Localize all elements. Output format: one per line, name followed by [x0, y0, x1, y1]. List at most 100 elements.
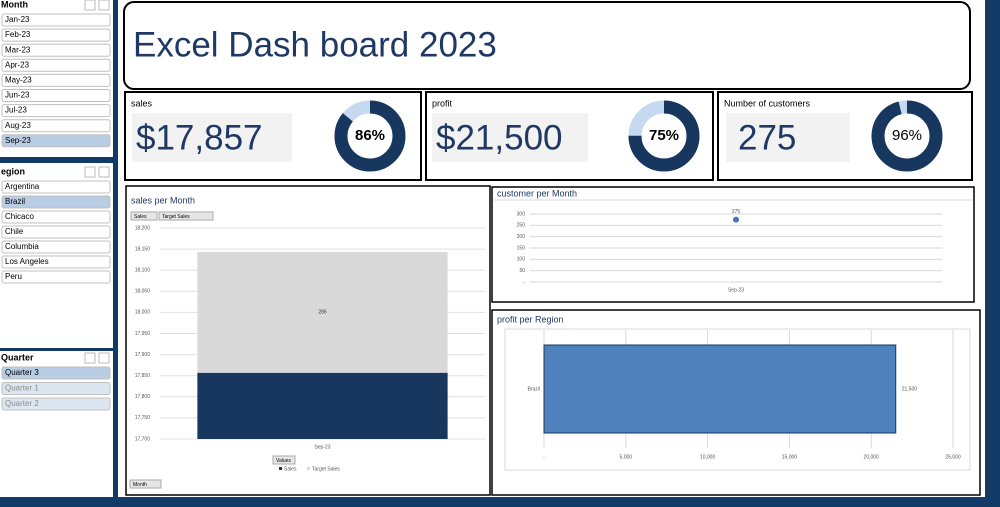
- slicer-item[interactable]: [1, 240, 111, 254]
- legend-label: Sales: [284, 466, 297, 472]
- y-tick-label: 200: [517, 234, 526, 240]
- y-tick-label: -: [523, 279, 525, 285]
- kpi-title: sales: [131, 98, 153, 108]
- slicer-item[interactable]: [1, 89, 111, 102]
- donut-arc: [628, 100, 700, 172]
- data-point: [733, 216, 739, 223]
- x-tick-label: 20,000: [864, 454, 880, 460]
- y-tick-label: Brazil: [527, 386, 540, 392]
- kpi-title: Number of customers: [724, 98, 811, 108]
- data-label: 21,500: [902, 386, 918, 392]
- slicer-title: Month: [1, 0, 28, 9]
- plot-area: [504, 328, 971, 471]
- legend-swatch: [307, 467, 310, 470]
- slicer-item[interactable]: [1, 58, 111, 72]
- y-tick-label: 17,750: [135, 415, 151, 421]
- legend-field-button-label: Values: [276, 458, 291, 464]
- slicer-item[interactable]: [1, 43, 111, 57]
- slicer-item[interactable]: [1, 397, 111, 411]
- slicer-item-label: Brazil: [5, 197, 25, 206]
- y-tick-label: 17,800: [135, 394, 151, 400]
- y-tick-label: 250: [517, 223, 526, 229]
- multi-select-button[interactable]: [84, 0, 96, 11]
- slicer-item[interactable]: [1, 28, 111, 42]
- y-tick-label: 17,900: [135, 352, 151, 358]
- x-tick-label: 5,000: [620, 454, 633, 460]
- x-tick-label: Sep-23: [728, 287, 744, 293]
- slicer-item[interactable]: [1, 134, 111, 148]
- chart-title: profit per Region: [497, 314, 564, 324]
- chart-panel: [491, 186, 975, 303]
- bar: [543, 344, 897, 434]
- y-tick-label: 17,850: [135, 373, 151, 379]
- slicer-item[interactable]: [1, 382, 111, 395]
- chart-title: customer per Month: [497, 188, 577, 198]
- y-tick-label: 100: [517, 257, 526, 263]
- slicer-item-label: Mar-23: [5, 45, 31, 54]
- slicer-item[interactable]: [1, 180, 111, 194]
- x-tick-label: 10,000: [700, 454, 716, 460]
- slicer-item-label: Aug-23: [5, 121, 31, 130]
- y-tick-label: 300: [517, 211, 526, 217]
- multi-select-button[interactable]: [84, 352, 96, 364]
- slicer-item-label: Feb-23: [5, 30, 31, 39]
- multi-select-button[interactable]: [84, 166, 96, 178]
- field-button[interactable]: [130, 211, 158, 221]
- donut-label: 75%: [649, 127, 679, 144]
- title-panel: [123, 1, 971, 90]
- clear-filter-button[interactable]: [98, 0, 110, 11]
- slicer-item[interactable]: [1, 73, 111, 87]
- slicer-item[interactable]: [1, 366, 111, 380]
- slicer-item-label: Columbia: [5, 242, 39, 251]
- bar-segment: [197, 252, 448, 373]
- slicer-item[interactable]: [1, 104, 111, 118]
- axis-field-button[interactable]: [129, 479, 162, 489]
- slicer-item-label: May-23: [5, 76, 32, 85]
- y-tick-label: 18,200: [135, 225, 151, 231]
- legend-swatch: [279, 467, 282, 470]
- kpi-value: $21,500: [436, 118, 563, 157]
- slicer-item-label: Sep-23: [5, 136, 31, 145]
- y-tick-label: 18,050: [135, 289, 151, 295]
- clear-filter-button[interactable]: [98, 166, 110, 178]
- slicer-item[interactable]: [1, 13, 111, 27]
- clear-filter-button[interactable]: [98, 352, 110, 364]
- slicer-item-label: Apr-23: [5, 60, 30, 69]
- slicer-title: egion: [1, 166, 25, 176]
- y-tick-label: 18,150: [135, 246, 151, 252]
- donut-arc: [334, 100, 406, 172]
- slicer-item-label: Quarter 2: [5, 399, 39, 408]
- kpi-value-box: [432, 113, 588, 162]
- donut-label: 96%: [892, 127, 922, 144]
- y-tick-label: 17,950: [135, 331, 151, 337]
- field-button-label: Sales: [134, 214, 147, 220]
- y-tick-label: 17,700: [135, 436, 151, 442]
- dashboard-title: Excel Dash board 2023: [133, 25, 497, 64]
- field-button[interactable]: [158, 211, 214, 221]
- slicer-item-label: Jul-23: [5, 106, 27, 115]
- bar-segment: [197, 372, 448, 439]
- x-tick-label: 15,000: [782, 454, 798, 460]
- slicer-item[interactable]: [1, 119, 111, 133]
- data-label: 275: [732, 209, 741, 215]
- x-tick-label: 25,000: [945, 454, 961, 460]
- chart-title: sales per Month: [131, 195, 195, 205]
- y-tick-label: 50: [519, 268, 525, 274]
- slicer-item-label: Peru: [5, 272, 22, 281]
- slicer-item[interactable]: [1, 255, 111, 269]
- slicer-item-label: Chicaco: [5, 212, 34, 221]
- donut-arc: [871, 100, 943, 172]
- legend-field-button[interactable]: [272, 455, 296, 465]
- y-tick-label: 18,100: [135, 268, 151, 274]
- slicer-item-label: Jun-23: [5, 91, 30, 100]
- kpi-title: profit: [432, 98, 453, 108]
- slicer-item[interactable]: [1, 270, 111, 284]
- x-tick-label: Sep-23: [314, 444, 330, 450]
- axis-field-button-label: Month: [133, 482, 147, 488]
- data-label: 286: [318, 310, 327, 316]
- slicer-item[interactable]: [1, 225, 111, 239]
- kpi-value-box: [726, 113, 850, 162]
- slicer-item[interactable]: [1, 210, 111, 224]
- slicer-item[interactable]: [1, 195, 111, 209]
